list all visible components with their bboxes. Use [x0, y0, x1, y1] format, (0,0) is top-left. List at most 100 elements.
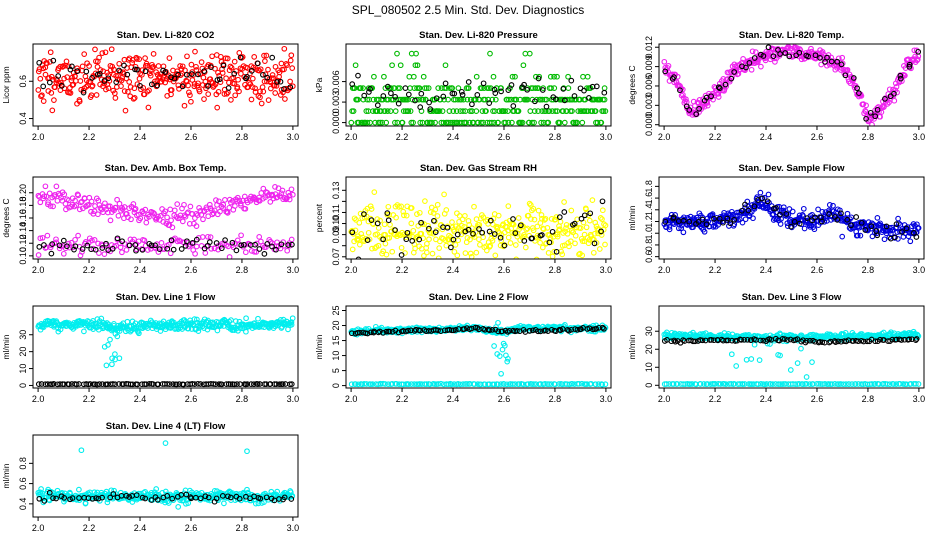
data-point	[277, 78, 284, 85]
data-point	[126, 79, 133, 85]
data-point	[498, 85, 504, 91]
data-point	[450, 327, 457, 334]
data-point	[528, 216, 534, 222]
data-point	[288, 496, 295, 502]
data-point	[185, 243, 192, 250]
data-point	[105, 209, 111, 216]
data-point	[678, 222, 685, 229]
data-point	[139, 246, 146, 253]
data-point	[598, 119, 605, 126]
data-point	[487, 242, 494, 249]
data-point	[107, 336, 113, 343]
data-point	[153, 83, 160, 90]
data-point	[462, 250, 469, 256]
data-point	[809, 217, 815, 224]
data-point	[512, 73, 518, 80]
data-point	[869, 121, 875, 126]
data-point	[452, 223, 459, 230]
data-point	[708, 93, 714, 100]
data-point	[248, 68, 255, 74]
data-point	[96, 202, 103, 208]
data-point	[354, 235, 361, 242]
data-point	[269, 243, 275, 250]
data-point	[227, 494, 234, 501]
data-point	[234, 237, 241, 244]
data-point	[758, 195, 765, 202]
x-tick-label: 2.8	[862, 265, 875, 275]
data-point	[743, 64, 749, 71]
data-point	[181, 102, 188, 109]
data-point	[867, 109, 874, 116]
data-point	[191, 381, 198, 387]
data-point	[505, 203, 512, 209]
data-point	[898, 337, 905, 343]
data-point	[41, 193, 48, 200]
data-point	[287, 57, 294, 64]
data-point	[40, 98, 47, 104]
data-point	[234, 381, 240, 387]
data-point	[789, 208, 796, 215]
data-point	[422, 198, 428, 204]
data-point	[286, 192, 293, 199]
data-point	[176, 215, 183, 221]
panel-title: Stan. Dev. Sample Flow	[739, 163, 846, 174]
data-point	[150, 64, 157, 70]
data-point	[570, 119, 577, 126]
data-point	[426, 236, 432, 243]
data-point	[118, 77, 125, 84]
data-point	[483, 108, 489, 114]
data-point	[146, 87, 152, 94]
data-point	[809, 359, 815, 365]
data-point	[449, 90, 456, 97]
data-point	[492, 96, 499, 103]
data-point	[782, 381, 789, 387]
data-point	[531, 381, 537, 387]
data-point	[567, 238, 574, 245]
data-point	[255, 315, 261, 322]
data-point	[800, 381, 806, 388]
data-point	[197, 208, 204, 214]
data-point	[52, 84, 58, 91]
data-point	[798, 345, 804, 352]
data-point	[95, 240, 101, 247]
data-point	[49, 241, 56, 247]
data-point	[891, 97, 898, 104]
data-point	[83, 68, 90, 75]
data-point	[566, 243, 572, 250]
data-point	[198, 320, 205, 327]
figure-title: SPL_080502 2.5 Min. Std. Dev. Diagnostic…	[352, 3, 585, 17]
plot-frame	[32, 43, 299, 127]
data-point	[455, 96, 461, 103]
data-point	[103, 362, 110, 369]
data-point	[880, 380, 887, 387]
data-point	[175, 71, 181, 78]
data-point	[671, 337, 678, 344]
data-point	[413, 50, 419, 57]
data-point	[537, 328, 544, 335]
data-point	[913, 47, 920, 54]
data-point	[579, 119, 586, 126]
data-point	[482, 96, 488, 103]
data-point	[444, 224, 451, 231]
data-point	[262, 194, 269, 201]
data-point	[601, 89, 608, 96]
data-point	[267, 199, 274, 205]
data-point	[150, 209, 156, 216]
data-point	[226, 196, 233, 203]
data-point	[385, 203, 392, 210]
data-point	[436, 245, 443, 251]
data-point	[236, 88, 242, 95]
y-tick-label: 0.09	[331, 226, 341, 244]
data-point	[136, 330, 142, 337]
x-tick-label: 3.0	[913, 394, 926, 404]
data-point	[108, 46, 115, 53]
data-point	[225, 85, 232, 91]
data-point	[436, 108, 443, 114]
data-point	[367, 203, 374, 210]
y-tick-label: 0.18	[18, 197, 28, 215]
data-point	[396, 85, 403, 91]
data-point	[251, 381, 257, 388]
data-point	[160, 219, 167, 225]
data-point	[47, 49, 54, 56]
